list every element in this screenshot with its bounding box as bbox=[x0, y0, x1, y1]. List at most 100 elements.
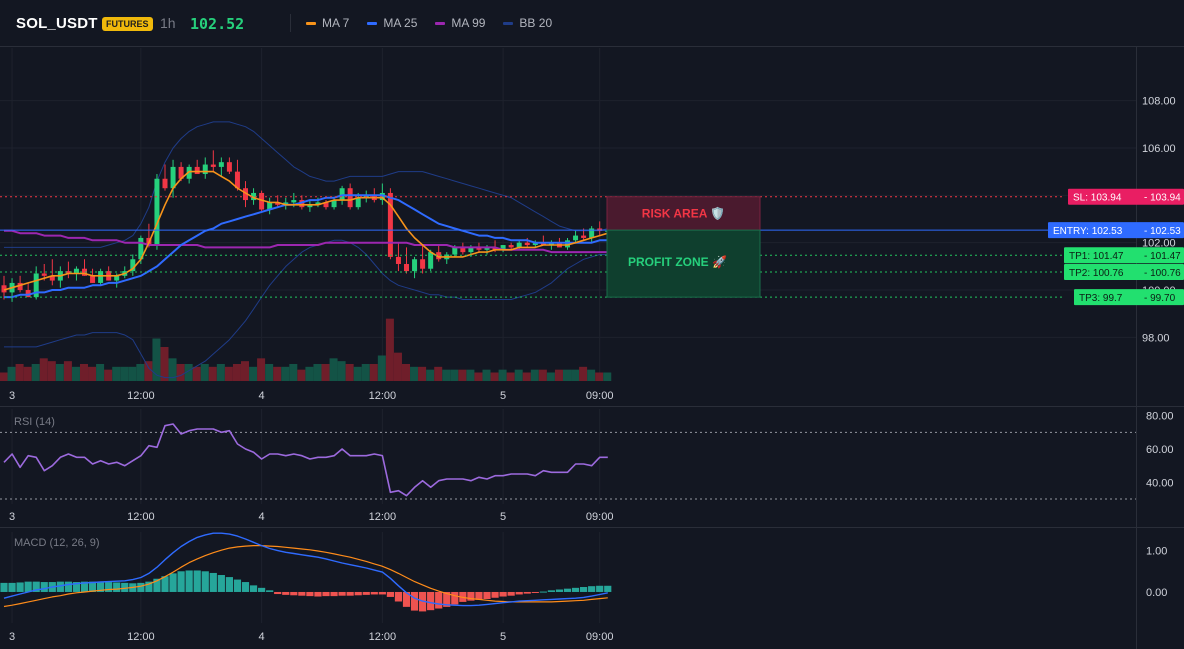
candle-body[interactable] bbox=[508, 245, 514, 248]
legend-ma25[interactable]: MA 25 bbox=[367, 16, 417, 30]
candle-body[interactable] bbox=[476, 247, 482, 250]
legend-bb20[interactable]: BB 20 bbox=[503, 16, 552, 30]
sl-tag-bg[interactable] bbox=[1068, 188, 1184, 205]
candle-body[interactable] bbox=[331, 200, 337, 208]
candle-body[interactable] bbox=[162, 178, 168, 189]
candle-body[interactable] bbox=[339, 188, 345, 201]
candle-body[interactable] bbox=[404, 263, 409, 272]
candle-body[interactable] bbox=[138, 237, 144, 260]
candle-body[interactable] bbox=[420, 259, 426, 269]
candle-body[interactable] bbox=[492, 247, 498, 250]
candle-body[interactable] bbox=[130, 259, 136, 272]
candle-body[interactable] bbox=[532, 242, 538, 246]
candle-body[interactable] bbox=[468, 247, 474, 253]
candle-body[interactable] bbox=[154, 178, 160, 246]
candle-body[interactable] bbox=[452, 247, 458, 255]
candle-body[interactable] bbox=[460, 247, 466, 253]
macd-axis-tick: 1.00 bbox=[1146, 546, 1167, 558]
candle-body[interactable] bbox=[267, 202, 273, 210]
candle-body[interactable] bbox=[259, 192, 265, 210]
candle-body[interactable] bbox=[194, 166, 200, 175]
macd-histogram-bar bbox=[571, 587, 580, 592]
candle-body[interactable] bbox=[548, 242, 554, 246]
candle-body[interactable] bbox=[226, 162, 232, 172]
candle-body[interactable] bbox=[65, 271, 71, 274]
macd-histogram-bar bbox=[105, 582, 113, 592]
macd-histogram-bar bbox=[314, 591, 322, 597]
candle-body[interactable] bbox=[178, 166, 184, 179]
volume-bar bbox=[23, 366, 32, 381]
volume-bar bbox=[120, 366, 129, 381]
macd-time-tick: 4 bbox=[259, 631, 265, 643]
candle-body[interactable] bbox=[355, 197, 361, 208]
candle-body[interactable] bbox=[49, 275, 55, 281]
candle-body[interactable] bbox=[73, 268, 79, 274]
rsi-pane[interactable]: RSI (14) bbox=[0, 416, 1136, 500]
macd-histogram-bar bbox=[88, 581, 97, 592]
candle-body[interactable] bbox=[379, 192, 385, 201]
price-pane[interactable]: RISK AREA 🛡️ PROFIT ZONE 🚀 bbox=[0, 121, 1064, 381]
candle-body[interactable] bbox=[412, 259, 418, 272]
macd-histogram-bar bbox=[427, 591, 435, 611]
candle-body[interactable] bbox=[347, 188, 353, 208]
volume-bar bbox=[192, 366, 201, 381]
tp2-tag-label: TP2: 100.76 bbox=[1069, 268, 1124, 279]
candle-body[interactable] bbox=[540, 242, 546, 246]
candle-body[interactable] bbox=[315, 202, 321, 205]
candle-body[interactable] bbox=[565, 240, 570, 248]
candle-body[interactable] bbox=[25, 290, 31, 298]
sl-axis-label: - 103.94 bbox=[1144, 193, 1181, 204]
tp3-tag-bg[interactable] bbox=[1074, 289, 1184, 306]
candle-body[interactable] bbox=[581, 235, 587, 238]
timeframe-label[interactable]: 1h bbox=[160, 15, 176, 31]
candle-body[interactable] bbox=[307, 204, 313, 208]
macd-pane[interactable]: MACD (12, 26, 9) bbox=[0, 532, 612, 612]
volume-bar bbox=[482, 369, 491, 381]
tp2-tag-bg[interactable] bbox=[1064, 264, 1184, 281]
candle-body[interactable] bbox=[387, 192, 393, 257]
candle-body[interactable] bbox=[243, 188, 248, 201]
volume-bar bbox=[402, 364, 410, 381]
tp1-tag-bg[interactable] bbox=[1064, 247, 1184, 264]
entry-tag-bg[interactable] bbox=[1048, 222, 1184, 239]
candle-body[interactable] bbox=[170, 166, 176, 189]
candle-body[interactable] bbox=[283, 202, 289, 205]
candle-body[interactable] bbox=[17, 282, 23, 291]
candle-body[interactable] bbox=[299, 200, 305, 208]
candle-body[interactable] bbox=[275, 202, 281, 205]
candle-body[interactable] bbox=[218, 162, 224, 167]
macd-histogram-bar bbox=[201, 571, 209, 592]
volume-bar bbox=[63, 361, 72, 381]
symbol-title[interactable]: SOL_USDT bbox=[16, 15, 98, 32]
candle-body[interactable] bbox=[114, 275, 120, 281]
candle-body[interactable] bbox=[291, 200, 297, 203]
candle-body[interactable] bbox=[41, 273, 47, 276]
candle-body[interactable] bbox=[484, 247, 490, 250]
candle-body[interactable] bbox=[186, 166, 192, 179]
volume-bar bbox=[39, 358, 48, 381]
candle-body[interactable] bbox=[90, 275, 96, 283]
legend-ma99[interactable]: MA 99 bbox=[435, 16, 485, 30]
candle-body[interactable] bbox=[210, 164, 216, 167]
candle-body[interactable] bbox=[516, 242, 522, 248]
candle-body[interactable] bbox=[323, 202, 329, 208]
candle-body[interactable] bbox=[251, 192, 257, 201]
candle-body[interactable] bbox=[436, 252, 442, 260]
macd-histogram-bar bbox=[113, 582, 121, 592]
candle-body[interactable] bbox=[395, 256, 401, 264]
candle-body[interactable] bbox=[573, 235, 579, 241]
candle-body[interactable] bbox=[82, 268, 87, 276]
candle-body[interactable] bbox=[98, 271, 104, 283]
candle-body[interactable] bbox=[524, 242, 530, 246]
legend-ma7[interactable]: MA 7 bbox=[306, 16, 349, 30]
macd-histogram-bar bbox=[266, 590, 274, 592]
candle-body[interactable] bbox=[202, 164, 208, 175]
candle-body[interactable] bbox=[1, 285, 7, 293]
candle-body[interactable] bbox=[500, 245, 506, 250]
candle-body[interactable] bbox=[589, 228, 595, 238]
candle-body[interactable] bbox=[33, 273, 39, 298]
macd-histogram-bar bbox=[282, 591, 290, 595]
candle-body[interactable] bbox=[234, 171, 240, 189]
candle-body[interactable] bbox=[428, 252, 434, 269]
